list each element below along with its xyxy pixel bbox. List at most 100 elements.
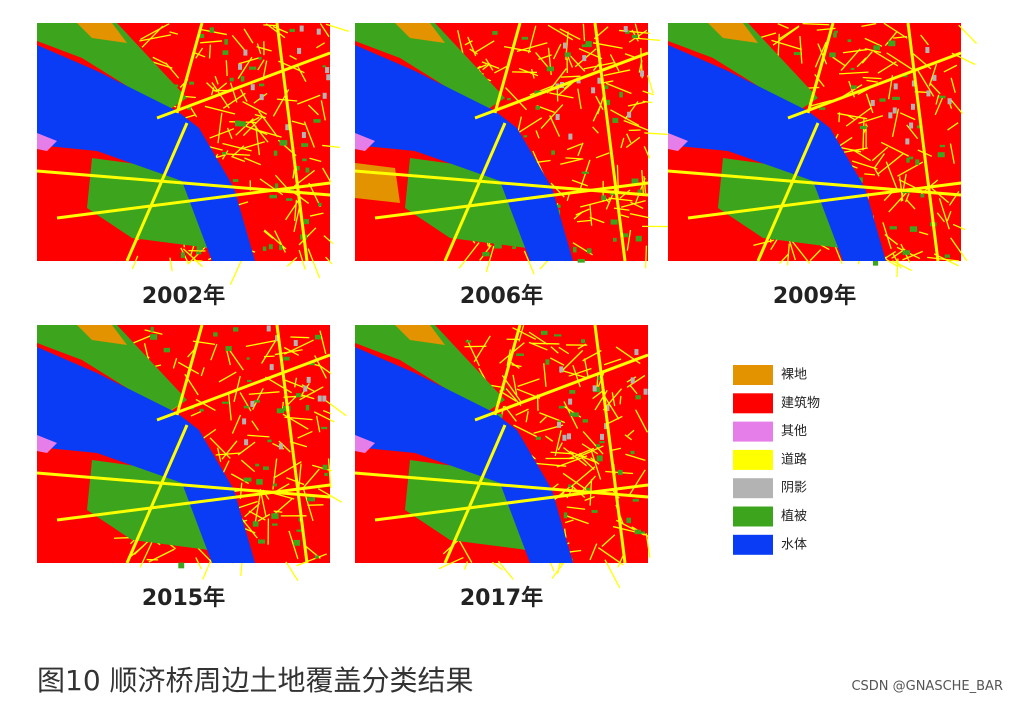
shadow-patch <box>299 25 304 32</box>
legend-swatch <box>733 365 773 385</box>
street <box>517 116 522 133</box>
shadow-patch <box>568 133 573 140</box>
street <box>320 100 326 121</box>
street <box>566 143 582 151</box>
veg-patch <box>908 156 914 160</box>
street <box>503 45 532 53</box>
land-cover-map: 2009年 <box>667 22 977 309</box>
veg-patch <box>322 65 327 68</box>
shadow-patch <box>947 98 952 105</box>
street <box>601 534 616 548</box>
street <box>625 453 646 461</box>
street <box>629 212 650 219</box>
street <box>525 411 529 423</box>
street <box>543 363 547 387</box>
street <box>883 22 908 39</box>
street <box>624 434 633 441</box>
street <box>208 44 212 59</box>
vegetation <box>405 158 527 248</box>
street <box>642 100 653 104</box>
veg-patch <box>246 357 250 360</box>
street <box>204 105 236 115</box>
street <box>589 216 605 224</box>
street <box>274 230 287 253</box>
street <box>540 104 564 129</box>
street <box>949 143 955 164</box>
street <box>799 35 803 64</box>
street <box>550 346 559 354</box>
street <box>583 358 589 379</box>
shadow-patch <box>269 364 274 371</box>
shadow-patch <box>297 47 302 54</box>
street <box>492 561 504 571</box>
street <box>298 249 306 270</box>
street <box>273 461 302 479</box>
street <box>297 430 313 439</box>
street <box>319 330 327 355</box>
street <box>256 43 262 54</box>
veg-patch <box>638 531 646 534</box>
street <box>217 112 223 144</box>
veg-patch <box>324 472 328 477</box>
veg-patch <box>150 326 154 332</box>
road <box>275 324 309 564</box>
street <box>549 357 565 366</box>
veg-patch <box>209 27 214 33</box>
street <box>791 240 811 265</box>
veg-patch <box>920 194 925 198</box>
street <box>568 447 595 460</box>
street <box>605 186 617 210</box>
veg-patch <box>850 85 857 89</box>
street <box>258 110 278 138</box>
road <box>667 169 962 197</box>
shadow-patch <box>870 99 875 106</box>
street <box>244 502 261 518</box>
shadow-patch <box>326 74 331 81</box>
street <box>485 58 494 71</box>
veg-patch <box>793 52 801 56</box>
shadow-patch <box>893 83 898 90</box>
veg-patch <box>234 120 241 127</box>
street <box>620 214 630 218</box>
veg-patch <box>247 379 252 383</box>
veg-patch <box>253 400 260 403</box>
street <box>893 35 908 39</box>
street <box>880 141 909 157</box>
street <box>777 33 780 56</box>
street <box>473 335 491 363</box>
street <box>935 94 940 105</box>
shadow-patch <box>317 395 322 402</box>
street <box>952 223 966 231</box>
veg-patch <box>258 539 266 544</box>
street <box>505 87 528 111</box>
street <box>301 468 320 491</box>
shadow-patch <box>555 114 560 121</box>
veg-patch <box>626 517 632 524</box>
street <box>512 71 538 74</box>
shadow-patch <box>563 42 568 49</box>
bare-land <box>37 465 82 505</box>
veg-patch <box>909 226 918 232</box>
street <box>235 118 254 136</box>
street <box>325 256 333 265</box>
legend-label: 道路 <box>781 451 807 467</box>
vegetation <box>668 23 818 111</box>
street <box>579 159 591 189</box>
veg-patch <box>256 479 263 485</box>
road <box>175 324 204 416</box>
veg-patch <box>521 36 529 40</box>
veg-patch <box>545 359 550 365</box>
street <box>568 367 592 377</box>
shadow-patch <box>604 423 609 430</box>
street <box>466 339 480 367</box>
street <box>946 210 952 222</box>
vegetation <box>87 460 209 550</box>
veg-patch <box>859 125 867 130</box>
street <box>620 199 646 208</box>
street <box>528 341 548 351</box>
year-label: 2009年 <box>773 283 856 309</box>
street <box>592 104 602 122</box>
street <box>832 56 846 67</box>
street <box>603 358 622 366</box>
veg-patch <box>307 497 315 502</box>
